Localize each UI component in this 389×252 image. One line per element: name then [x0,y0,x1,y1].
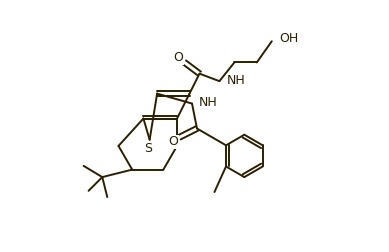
Text: NH: NH [199,96,218,109]
Text: S: S [144,142,152,155]
Text: O: O [173,51,183,65]
Text: O: O [168,135,178,148]
Text: NH: NH [227,74,245,87]
Text: OH: OH [279,32,298,45]
